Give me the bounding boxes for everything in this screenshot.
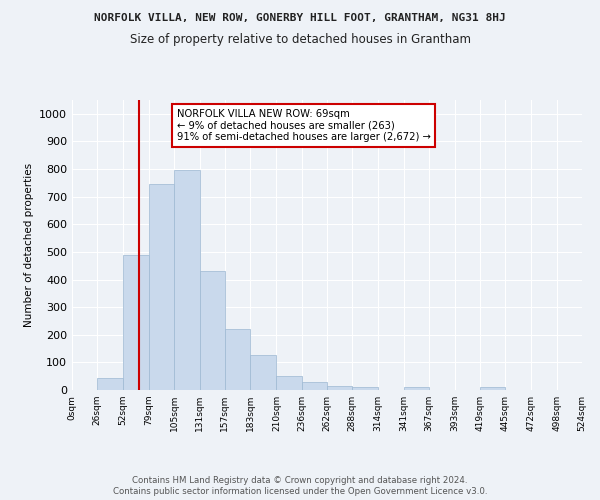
Bar <box>327 386 352 390</box>
Text: Contains HM Land Registry data © Crown copyright and database right 2024.: Contains HM Land Registry data © Crown c… <box>132 476 468 485</box>
Bar <box>97 378 122 390</box>
Text: Contains public sector information licensed under the Open Government Licence v3: Contains public sector information licen… <box>113 488 487 496</box>
Bar <box>352 386 377 390</box>
Text: Size of property relative to detached houses in Grantham: Size of property relative to detached ho… <box>130 32 470 46</box>
Bar <box>149 184 174 390</box>
Bar <box>404 387 429 390</box>
Text: NORFOLK VILLA, NEW ROW, GONERBY HILL FOOT, GRANTHAM, NG31 8HJ: NORFOLK VILLA, NEW ROW, GONERBY HILL FOO… <box>94 12 506 22</box>
Bar <box>174 170 200 390</box>
Bar <box>225 328 250 390</box>
Bar <box>480 387 505 390</box>
Bar <box>277 376 302 390</box>
Y-axis label: Number of detached properties: Number of detached properties <box>23 163 34 327</box>
Bar <box>122 256 149 390</box>
Bar <box>302 382 327 390</box>
Text: NORFOLK VILLA NEW ROW: 69sqm
← 9% of detached houses are smaller (263)
91% of se: NORFOLK VILLA NEW ROW: 69sqm ← 9% of det… <box>176 108 430 142</box>
Bar <box>199 271 225 390</box>
Bar <box>250 355 277 390</box>
